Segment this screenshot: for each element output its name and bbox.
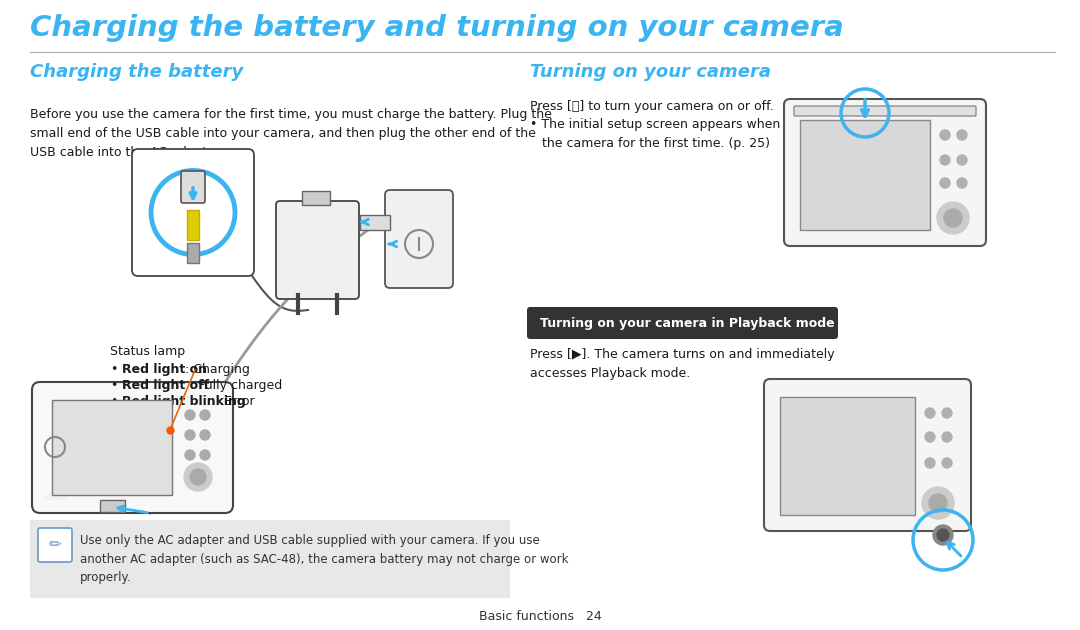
Circle shape — [940, 155, 950, 165]
Circle shape — [940, 130, 950, 140]
Circle shape — [190, 469, 206, 485]
Text: Turning on your camera: Turning on your camera — [530, 63, 771, 81]
Text: ✏: ✏ — [49, 537, 62, 553]
Circle shape — [184, 463, 212, 491]
Circle shape — [924, 458, 935, 468]
Circle shape — [922, 487, 954, 519]
Circle shape — [924, 408, 935, 418]
Text: Press [⏻] to turn your camera on or off.: Press [⏻] to turn your camera on or off. — [530, 100, 773, 113]
Circle shape — [944, 209, 962, 227]
FancyBboxPatch shape — [764, 379, 971, 531]
FancyBboxPatch shape — [187, 210, 199, 240]
Text: •: • — [110, 395, 118, 408]
Circle shape — [200, 450, 210, 460]
FancyBboxPatch shape — [100, 500, 125, 512]
Circle shape — [185, 450, 195, 460]
Text: Use only the AC adapter and USB cable supplied with your camera. If you use
anot: Use only the AC adapter and USB cable su… — [80, 534, 568, 584]
Text: •: • — [110, 363, 118, 376]
Circle shape — [957, 155, 967, 165]
FancyBboxPatch shape — [187, 243, 199, 263]
Text: Red light off: Red light off — [122, 379, 210, 392]
Circle shape — [942, 458, 951, 468]
Text: Charging the battery: Charging the battery — [30, 63, 243, 81]
Circle shape — [937, 529, 949, 541]
Text: Turning on your camera in Playback mode: Turning on your camera in Playback mode — [540, 316, 835, 329]
Text: •: • — [110, 379, 118, 392]
FancyBboxPatch shape — [30, 520, 510, 598]
Circle shape — [200, 430, 210, 440]
Circle shape — [957, 178, 967, 188]
FancyBboxPatch shape — [800, 120, 930, 230]
Text: : Error: : Error — [216, 395, 255, 408]
Circle shape — [185, 410, 195, 420]
Circle shape — [942, 408, 951, 418]
Circle shape — [200, 410, 210, 420]
Circle shape — [937, 202, 969, 234]
FancyBboxPatch shape — [181, 171, 205, 203]
FancyBboxPatch shape — [780, 397, 915, 515]
Text: Basic functions   24: Basic functions 24 — [478, 609, 602, 622]
Text: Status lamp: Status lamp — [110, 345, 185, 358]
FancyBboxPatch shape — [794, 106, 976, 116]
Text: Before you use the camera for the first time, you must charge the battery. Plug : Before you use the camera for the first … — [30, 108, 552, 159]
Circle shape — [942, 432, 951, 442]
Text: • The initial setup screen appears when you turn on
   the camera for the first : • The initial setup screen appears when … — [530, 118, 856, 150]
FancyBboxPatch shape — [384, 190, 453, 288]
Circle shape — [929, 494, 947, 512]
FancyBboxPatch shape — [38, 528, 72, 562]
Text: : Charging: : Charging — [185, 363, 249, 376]
Text: Press [▶]. The camera turns on and immediately
accesses Playback mode.: Press [▶]. The camera turns on and immed… — [530, 348, 835, 380]
FancyBboxPatch shape — [132, 149, 254, 276]
FancyBboxPatch shape — [527, 307, 838, 339]
Text: Red light blinking: Red light blinking — [122, 395, 246, 408]
Circle shape — [185, 430, 195, 440]
Text: Charging the battery and turning on your camera: Charging the battery and turning on your… — [30, 14, 843, 42]
Circle shape — [924, 432, 935, 442]
Circle shape — [957, 130, 967, 140]
FancyBboxPatch shape — [302, 191, 330, 205]
FancyBboxPatch shape — [784, 99, 986, 246]
Text: Red light on: Red light on — [122, 363, 207, 376]
Text: : Fully charged: : Fully charged — [190, 379, 282, 392]
FancyBboxPatch shape — [360, 215, 390, 230]
Circle shape — [933, 525, 953, 545]
FancyBboxPatch shape — [32, 382, 233, 513]
Circle shape — [940, 178, 950, 188]
FancyBboxPatch shape — [276, 201, 359, 299]
FancyBboxPatch shape — [52, 400, 172, 495]
